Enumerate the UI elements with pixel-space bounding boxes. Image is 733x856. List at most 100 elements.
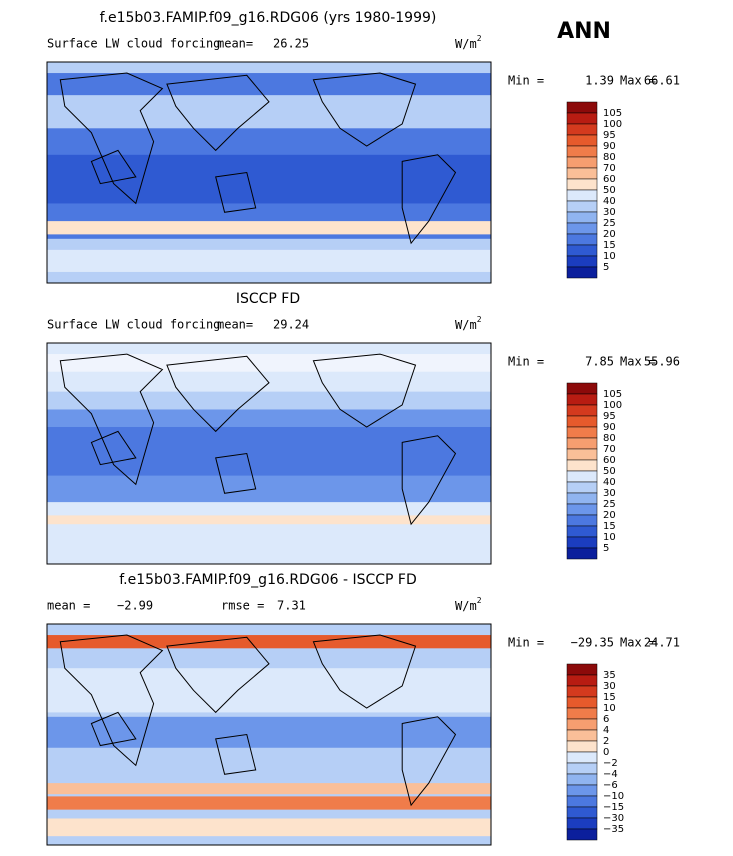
colorbar-box	[566, 481, 598, 494]
colorbar-label: 25	[603, 218, 616, 229]
colorbar-label: 40	[603, 196, 616, 207]
colorbar-label: 20	[603, 229, 616, 240]
colorbar-box	[566, 123, 598, 136]
colorbar-box	[566, 806, 598, 819]
panel-title: f.e15b03.FAMIP.f09_g16.RDG06 (yrs 1980-1…	[100, 10, 437, 26]
colorbar-box	[566, 211, 598, 224]
colorbar-box	[566, 459, 598, 472]
colorbar-box	[566, 751, 598, 764]
colorbar-box	[566, 492, 598, 505]
colorbar-label: 60	[603, 174, 616, 185]
colorbar-box	[566, 178, 598, 191]
map-band	[47, 73, 491, 96]
colorbar-box	[566, 426, 598, 439]
colorbar-box	[566, 729, 598, 742]
map-field	[47, 624, 491, 845]
colorbar-box	[566, 167, 598, 180]
colorbar-box	[566, 415, 598, 428]
season: ANN	[557, 19, 611, 44]
colorbar-label: 10	[603, 703, 616, 714]
colorbar-label: 90	[603, 141, 616, 152]
colorbar-box	[566, 503, 598, 516]
map-band	[47, 154, 491, 204]
colorbar-label: 95	[603, 411, 616, 422]
map-band	[47, 818, 491, 837]
colorbar-label: −6	[603, 780, 618, 791]
map-band	[47, 515, 491, 525]
colorbar-label: 90	[603, 422, 616, 433]
colorbar-box	[566, 222, 598, 235]
map-band	[47, 249, 491, 272]
map-field	[47, 343, 491, 564]
colorbar-label: 6	[603, 714, 609, 725]
max-value: 24.71	[644, 636, 680, 650]
units: W/m2	[455, 596, 482, 613]
colorbar-label: 100	[603, 119, 622, 130]
colorbar-box	[566, 266, 598, 279]
colorbar-box	[566, 536, 598, 549]
map-frame	[46, 61, 492, 284]
colorbar-label: 5	[603, 262, 609, 273]
panel: f.e15b03.FAMIP.f09_g16.RDG06 (yrs 1980-1…	[46, 10, 680, 284]
variable: Surface LW cloud forcing	[47, 37, 220, 51]
colorbar-box	[566, 404, 598, 417]
min-label: Min =	[508, 636, 544, 650]
colorbar-box	[566, 145, 598, 158]
colorbar-box	[566, 674, 598, 687]
colorbar-label: 2	[603, 736, 609, 747]
colorbar-label: 15	[603, 240, 616, 251]
colorbar-box	[566, 718, 598, 731]
colorbar-box	[566, 156, 598, 169]
stat-value: −2.99	[117, 599, 153, 613]
colorbar-box	[566, 200, 598, 213]
panel-title: f.e15b03.FAMIP.f09_g16.RDG06 - ISCCP FD	[119, 572, 417, 588]
colorbar-label: −30	[603, 813, 624, 824]
colorbar-label: 95	[603, 130, 616, 141]
colorbar-box	[566, 795, 598, 808]
colorbar-box	[566, 134, 598, 147]
colorbar-label: 105	[603, 108, 622, 119]
stat-label: mean=	[217, 318, 253, 332]
colorbar-label: −2	[603, 758, 618, 769]
stat-value: 26.25	[273, 37, 309, 51]
max-value: 55.96	[644, 355, 680, 369]
coastline	[59, 72, 457, 245]
map-band	[47, 783, 491, 795]
map-band	[47, 716, 491, 748]
colorbar-label: 30	[603, 488, 616, 499]
map-band	[47, 354, 491, 372]
colorbar-label: −35	[603, 824, 624, 835]
min-value: −29.35	[571, 636, 614, 650]
colorbar-box	[566, 828, 598, 841]
colorbar-label: 60	[603, 455, 616, 466]
min-label: Min =	[508, 355, 544, 369]
colorbar-label: 50	[603, 466, 616, 477]
colorbar-label: −10	[603, 791, 624, 802]
panel: f.e15b03.FAMIP.f09_g16.RDG06 - ISCCP FD m…	[46, 572, 680, 846]
colorbar-label: −4	[603, 769, 618, 780]
units-sup: 2	[477, 34, 482, 43]
stat-label: mean=	[217, 37, 253, 51]
colorbar-box	[566, 382, 598, 395]
variable: Surface LW cloud forcing	[47, 318, 220, 332]
coastline	[59, 634, 457, 807]
colorbar-box	[566, 707, 598, 720]
colorbar-box	[566, 470, 598, 483]
colorbar-box	[566, 784, 598, 797]
colorbar-label: 4	[603, 725, 609, 736]
colorbar-label: 35	[603, 670, 616, 681]
min-value: 7.85	[585, 355, 614, 369]
colorbar-box	[566, 437, 598, 450]
colorbar-box	[566, 525, 598, 538]
colorbar-label: 15	[603, 521, 616, 532]
colorbar-label: 70	[603, 163, 616, 174]
colorbar-label: 100	[603, 400, 622, 411]
units-text: W/m	[455, 37, 477, 51]
colorbar-box	[566, 773, 598, 786]
map-field	[47, 62, 491, 283]
map-frame	[46, 342, 492, 565]
colorbar-label: 15	[603, 692, 616, 703]
map-band	[47, 426, 491, 476]
max-label: Max =	[620, 636, 656, 650]
